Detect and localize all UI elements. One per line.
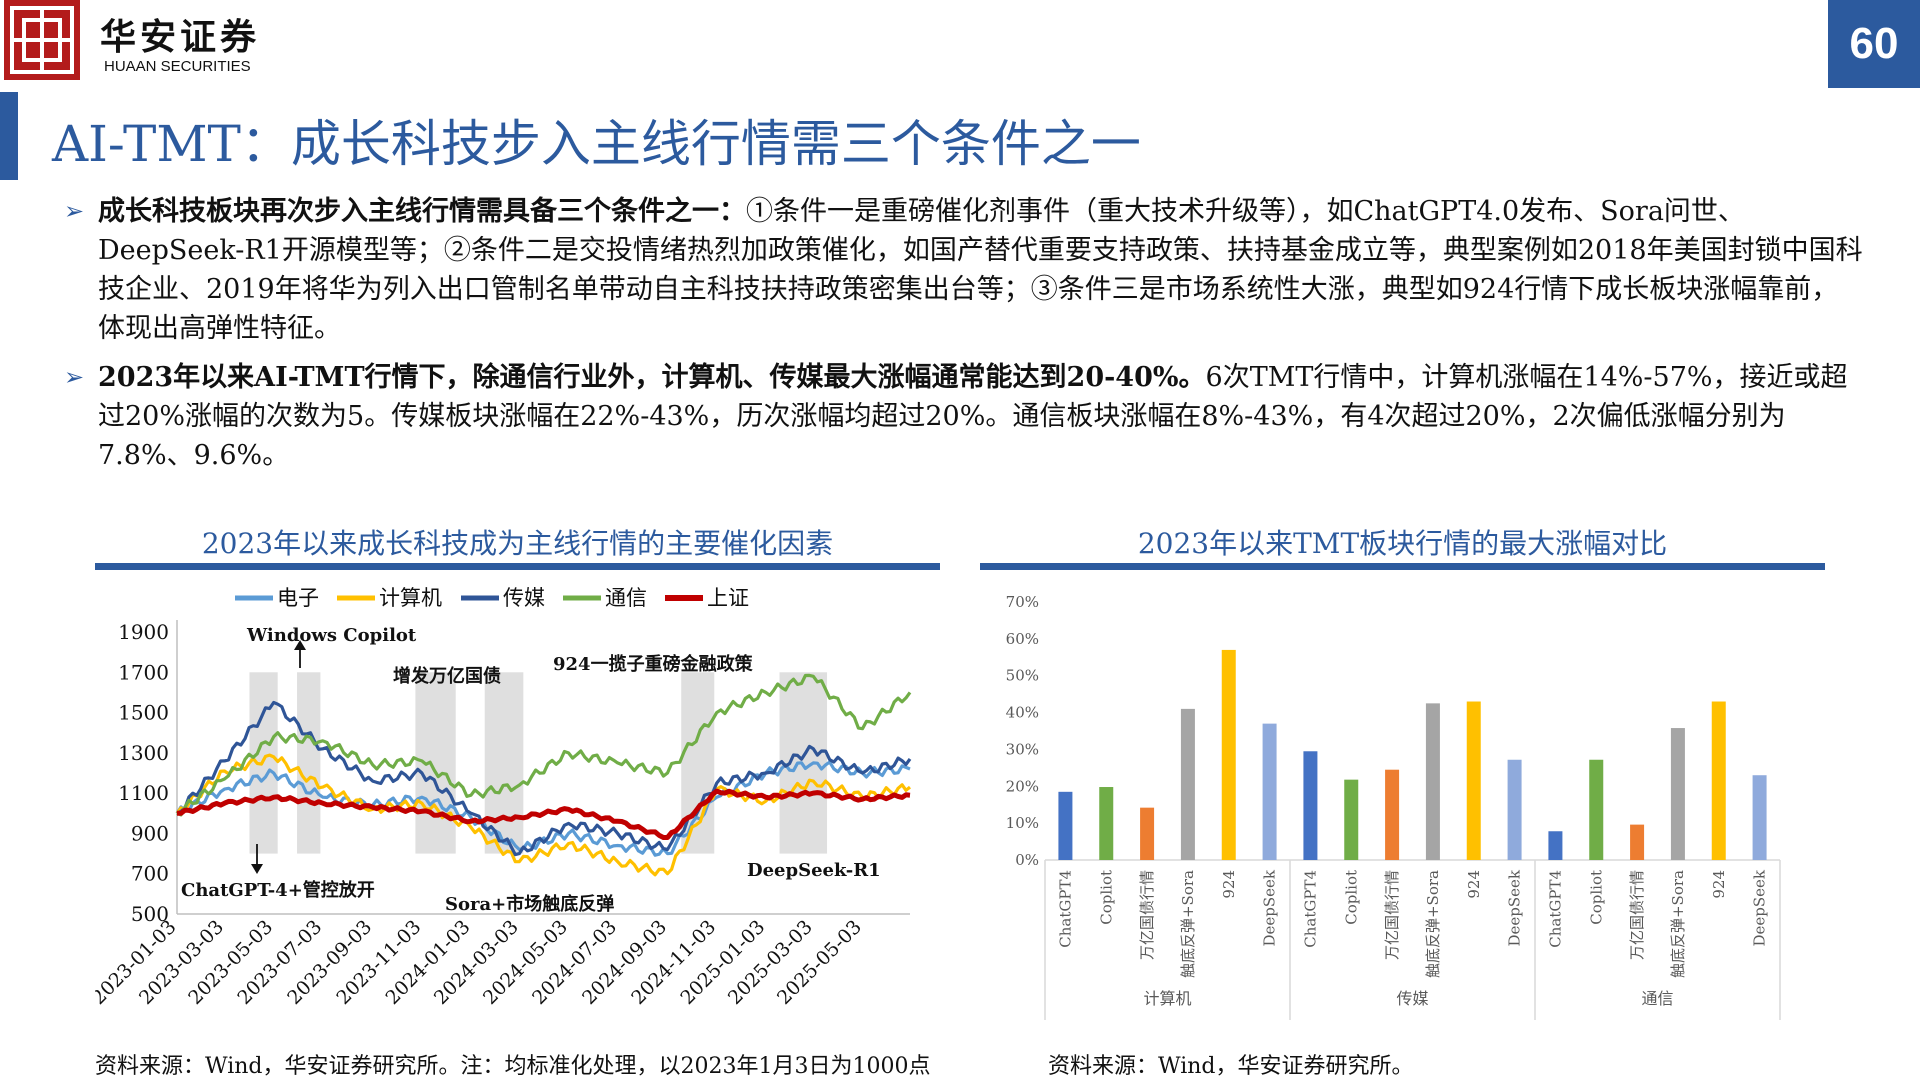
bar-传媒-ChatGPT4 bbox=[1303, 751, 1318, 860]
legend-label: 计算机 bbox=[379, 586, 442, 610]
bar-传媒-万亿国债行情 bbox=[1385, 769, 1400, 860]
bar-通信-万亿国债行情 bbox=[1630, 824, 1645, 860]
y-tick-label: 40% bbox=[1006, 704, 1039, 722]
series-line-电子 bbox=[175, 760, 911, 857]
bullet-2-text: 6次TMT行情中，计算机涨幅在14%-57%，接近或超过20%涨幅的次数为5。传… bbox=[98, 362, 1848, 471]
bar-传媒-触底反弹+Sora bbox=[1425, 703, 1440, 860]
y-tick-label: 1900 bbox=[118, 620, 169, 644]
bullet-2: ➢ 2023年以来AI-TMT行情下，除通信行业外，计算机、传媒最大涨幅通常能达… bbox=[64, 358, 1864, 475]
y-tick-label: 20% bbox=[1006, 777, 1039, 795]
group-label: 计算机 bbox=[1143, 989, 1191, 1008]
y-tick-label: 700 bbox=[131, 862, 169, 886]
legend-label: 传媒 bbox=[503, 586, 545, 610]
annotation-arrowhead bbox=[294, 640, 306, 650]
right-chart-source: 资料来源：Wind，华安证券研究所。 bbox=[1048, 1054, 1414, 1079]
bar-计算机-DeepSeek bbox=[1262, 723, 1277, 860]
y-tick-label: 1300 bbox=[118, 741, 169, 765]
annotation-label: 增发万亿国债 bbox=[393, 665, 501, 687]
y-tick-label: 1100 bbox=[118, 781, 169, 805]
category-label: 924 bbox=[1465, 870, 1483, 899]
series-line-通信 bbox=[176, 673, 912, 817]
line-chart: 500700900110013001500170019002023-01-032… bbox=[95, 586, 912, 1009]
right-chart-divider bbox=[980, 563, 1825, 570]
left-chart-source: 资料来源：Wind，华安证券研究所。注：均标准化处理，以2023年1月3日为10… bbox=[95, 1054, 931, 1079]
category-label: Copliot bbox=[1587, 870, 1605, 925]
bar-通信-触底反弹+Sora bbox=[1670, 728, 1685, 860]
category-label: 924 bbox=[1710, 870, 1728, 899]
shaded-range-2 bbox=[415, 672, 456, 854]
category-label: ChatGPT4 bbox=[1301, 870, 1319, 948]
y-tick-label: 60% bbox=[1006, 630, 1039, 648]
category-label: 触底反弹+Sora bbox=[1424, 870, 1442, 978]
bar-通信-DeepSeek bbox=[1752, 775, 1767, 860]
category-label: DeepSeek bbox=[1261, 869, 1279, 946]
bar-计算机-Copliot bbox=[1099, 787, 1114, 860]
bullet-1: ➢ 成长科技板块再次步入主线行情需具备三个条件之一：①条件一是重磅催化剂事件（重… bbox=[64, 192, 1864, 348]
bar-计算机-924 bbox=[1221, 649, 1236, 860]
title-accent-bar bbox=[0, 92, 18, 180]
y-tick-label: 1500 bbox=[118, 701, 169, 725]
annotation-arrowhead bbox=[251, 864, 263, 874]
left-chart-divider bbox=[95, 563, 940, 570]
y-tick-label: 30% bbox=[1006, 740, 1039, 758]
legend-label: 上证 bbox=[707, 586, 749, 610]
y-tick-label: 1700 bbox=[118, 660, 169, 684]
bar-通信-924 bbox=[1711, 701, 1726, 860]
right-chart-title: 2023年以来TMT板块行情的最大涨幅对比 bbox=[1137, 527, 1668, 560]
legend-label: 通信 bbox=[605, 586, 647, 610]
legend-label: 电子 bbox=[277, 586, 319, 610]
y-tick-label: 0% bbox=[1015, 851, 1039, 869]
category-label: 触底反弹+Sora bbox=[1669, 870, 1687, 978]
category-label: ChatGPT4 bbox=[1056, 870, 1074, 948]
series-line-上证 bbox=[177, 788, 911, 840]
category-label: 万亿国债行情 bbox=[1138, 870, 1156, 960]
annotation-label: Sora+市场触底反弹 bbox=[445, 893, 614, 915]
bullet-arrow-icon: ➢ bbox=[64, 363, 85, 391]
category-label: DeepSeek bbox=[1751, 869, 1769, 946]
bar-传媒-924 bbox=[1466, 701, 1481, 860]
page-number: 60 bbox=[1828, 0, 1920, 88]
y-tick-label: 50% bbox=[1006, 667, 1039, 685]
bar-计算机-触底反弹+Sora bbox=[1180, 708, 1195, 860]
group-label: 通信 bbox=[1641, 989, 1673, 1008]
category-label: Copliot bbox=[1097, 870, 1115, 925]
annotation-label: 924一揽子重磅金融政策 bbox=[553, 653, 754, 675]
y-tick-label: 10% bbox=[1006, 814, 1039, 832]
bar-计算机-万亿国债行情 bbox=[1140, 807, 1155, 860]
logo-english-name: HUAAN SECURITIES bbox=[104, 58, 251, 75]
series-line-传媒 bbox=[176, 700, 912, 857]
bullet-arrow-icon: ➢ bbox=[64, 197, 85, 225]
bullet-2-bold: 2023年以来AI-TMT行情下，除通信行业外，计算机、传媒最大涨幅通常能达到2… bbox=[98, 362, 1206, 393]
y-tick-label: 900 bbox=[131, 821, 169, 845]
category-label: 触底反弹+Sora bbox=[1179, 870, 1197, 978]
category-label: DeepSeek bbox=[1506, 869, 1524, 946]
bar-计算机-ChatGPT4 bbox=[1058, 791, 1073, 860]
page-title: AI-TMT：成长科技步入主线行情需三个条件之一 bbox=[52, 115, 1141, 173]
shaded-range-1 bbox=[297, 672, 321, 854]
bar-通信-Copliot bbox=[1589, 759, 1604, 860]
bullet-1-text: ①条件一是重磅催化剂事件（重大技术升级等），如ChatGPT4.0发布、Sora… bbox=[98, 196, 1863, 344]
y-tick-label: 70% bbox=[1006, 593, 1039, 611]
bar-传媒-Copliot bbox=[1344, 779, 1359, 860]
logo-name: 华安证券 bbox=[100, 16, 261, 58]
group-label: 传媒 bbox=[1396, 989, 1428, 1008]
logo-icon bbox=[4, 0, 80, 80]
bar-传媒-DeepSeek bbox=[1507, 759, 1522, 860]
annotation-label: Windows Copilot bbox=[246, 625, 417, 646]
annotation-label: DeepSeek-R1 bbox=[747, 860, 881, 881]
category-label: Copliot bbox=[1342, 870, 1360, 925]
left-chart-title: 2023年以来成长科技成为主线行情的主要催化因素 bbox=[201, 527, 834, 560]
annotation-label: ChatGPT-4+管控放开 bbox=[181, 879, 375, 901]
category-label: 万亿国债行情 bbox=[1383, 870, 1401, 960]
shaded-range-3 bbox=[484, 672, 524, 854]
bullet-1-bold: 成长科技板块再次步入主线行情需具备三个条件之一： bbox=[98, 196, 746, 227]
bar-通信-ChatGPT4 bbox=[1548, 831, 1563, 860]
category-label: 924 bbox=[1220, 870, 1238, 899]
y-tick-label: 500 bbox=[131, 902, 169, 926]
category-label: ChatGPT4 bbox=[1546, 870, 1564, 948]
category-label: 万亿国债行情 bbox=[1628, 870, 1646, 960]
bar-chart: 0% 10% 20% 30% 40% 50% 60% 70% ChatGPT4 Copliot 万亿… bbox=[1006, 593, 1781, 1020]
